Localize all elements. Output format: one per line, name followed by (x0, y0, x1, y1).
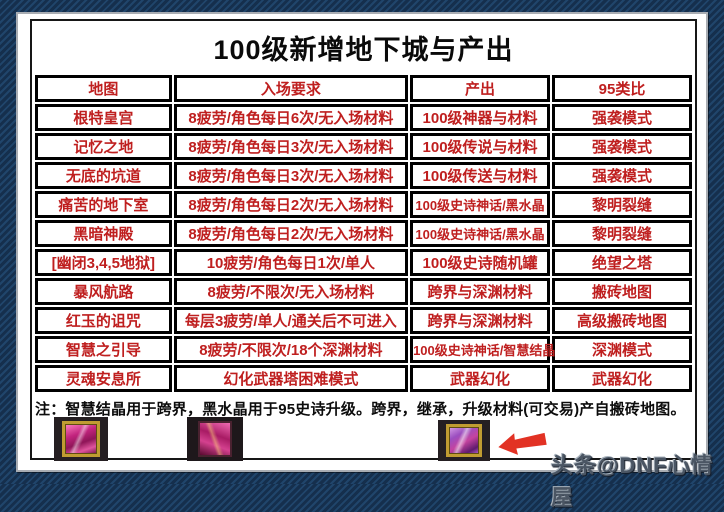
header-output: 产出 (410, 75, 551, 102)
cell-entry: 8疲劳/角色每日6次/无入场材料 (173, 104, 409, 131)
header-map: 地图 (35, 75, 172, 102)
table-row: 红玉的诅咒 每层3疲劳/单人/通关后不可进入 跨界与深渊材料 高级搬砖地图 (35, 307, 692, 334)
dungeon-table: 地图 入场要求 产出 95类比 根特皇宫 8疲劳/角色每日6次/无入场材料 10… (33, 73, 694, 394)
cell-output: 100级传说与材料 (410, 133, 551, 160)
cell-entry: 8疲劳/不限次/18个深渊材料 (173, 336, 409, 363)
cell-analog: 强袭模式 (552, 162, 692, 189)
cell-map: 记忆之地 (35, 133, 172, 160)
infographic-panel: 100级新增地下城与产出 地图 入场要求 产出 95类比 根特皇宫 8疲劳/角色… (16, 12, 708, 472)
header-95-analog: 95类比 (552, 75, 692, 102)
cell-map: 痛苦的地下室 (35, 191, 172, 218)
cell-map: 灵魂安息所 (35, 365, 172, 392)
cell-output: 100级史诗神话/黑水晶 (410, 191, 551, 218)
content-frame: 100级新增地下城与产出 地图 入场要求 产出 95类比 根特皇宫 8疲劳/角色… (30, 19, 697, 460)
black-crystal-item-icon (187, 417, 243, 461)
cell-output: 100级传送与材料 (410, 162, 551, 189)
cell-output: 100级史诗随机罐 (410, 249, 551, 276)
cell-entry: 8疲劳/角色每日2次/无入场材料 (173, 220, 409, 247)
table-row: 记忆之地 8疲劳/角色每日3次/无入场材料 100级传说与材料 强袭模式 (35, 133, 692, 160)
watermark: 头条@DNF心情屋 (551, 453, 714, 510)
table-header-row: 地图 入场要求 产出 95类比 (35, 75, 692, 102)
table-row: 暴风航路 8疲劳/不限次/无入场材料 跨界与深渊材料 搬砖地图 (35, 278, 692, 305)
cell-analog: 绝望之塔 (552, 249, 692, 276)
cell-output: 100级史诗神话/智慧结晶 (410, 336, 555, 363)
footnote: 注：智慧结晶用于跨界，黑水晶用于95史诗升级。跨界，继承，升级材料(可交易)产自… (35, 401, 686, 418)
table-row: 黑暗神殿 8疲劳/角色每日2次/无入场材料 100级史诗神话/黑水晶 黎明裂缝 (35, 220, 692, 247)
cell-map: 无底的坑道 (35, 162, 172, 189)
header-entry-requirement: 入场要求 (173, 75, 409, 102)
cell-map: 黑暗神殿 (35, 220, 172, 247)
cell-analog: 强袭模式 (552, 133, 692, 160)
cell-map: 暴风航路 (35, 278, 172, 305)
cell-map: 根特皇宫 (35, 104, 172, 131)
cell-output: 武器幻化 (410, 365, 551, 392)
cell-analog: 深渊模式 (552, 336, 692, 363)
table-row: 根特皇宫 8疲劳/角色每日6次/无入场材料 100级神器与材料 强袭模式 (35, 104, 692, 131)
table-row: [幽闭3,4,5地狱] 10疲劳/角色每日1次/单人 100级史诗随机罐 绝望之… (35, 249, 692, 276)
table-row: 痛苦的地下室 8疲劳/角色每日2次/无入场材料 100级史诗神话/黑水晶 黎明裂… (35, 191, 692, 218)
table-row: 无底的坑道 8疲劳/角色每日3次/无入场材料 100级传送与材料 强袭模式 (35, 162, 692, 189)
red-arrow-icon (498, 432, 547, 455)
cell-entry: 8疲劳/不限次/无入场材料 (173, 278, 409, 305)
cell-output: 跨界与深渊材料 (410, 278, 551, 305)
cell-entry: 幻化武器塔困难模式 (173, 365, 409, 392)
table-row: 灵魂安息所 幻化武器塔困难模式 武器幻化 武器幻化 (35, 365, 692, 392)
upgrade-material-item-icon (438, 420, 490, 461)
cell-analog: 搬砖地图 (552, 278, 692, 305)
cell-output: 100级神器与材料 (410, 104, 551, 131)
cell-output: 跨界与深渊材料 (410, 307, 551, 334)
cell-map: 智慧之引导 (35, 336, 172, 363)
cell-entry: 10疲劳/角色每日1次/单人 (173, 249, 409, 276)
cell-map: 红玉的诅咒 (35, 307, 172, 334)
cell-analog: 黎明裂缝 (552, 220, 692, 247)
wisdom-crystal-item-icon (54, 417, 108, 461)
cell-entry: 8疲劳/角色每日3次/无入场材料 (173, 162, 409, 189)
cell-analog: 黎明裂缝 (552, 191, 692, 218)
cell-entry: 每层3疲劳/单人/通关后不可进入 (173, 307, 409, 334)
cell-analog: 高级搬砖地图 (552, 307, 692, 334)
cell-analog: 武器幻化 (552, 365, 692, 392)
cell-map: [幽闭3,4,5地狱] (35, 249, 172, 276)
cell-entry: 8疲劳/角色每日2次/无入场材料 (173, 191, 409, 218)
cell-entry: 8疲劳/角色每日3次/无入场材料 (173, 133, 409, 160)
table-row: 智慧之引导 8疲劳/不限次/18个深渊材料 100级史诗神话/智慧结晶 深渊模式 (35, 336, 692, 363)
cell-output: 100级史诗神话/黑水晶 (410, 220, 551, 247)
page-title: 100级新增地下城与产出 (213, 34, 514, 65)
cell-analog: 强袭模式 (552, 104, 692, 131)
